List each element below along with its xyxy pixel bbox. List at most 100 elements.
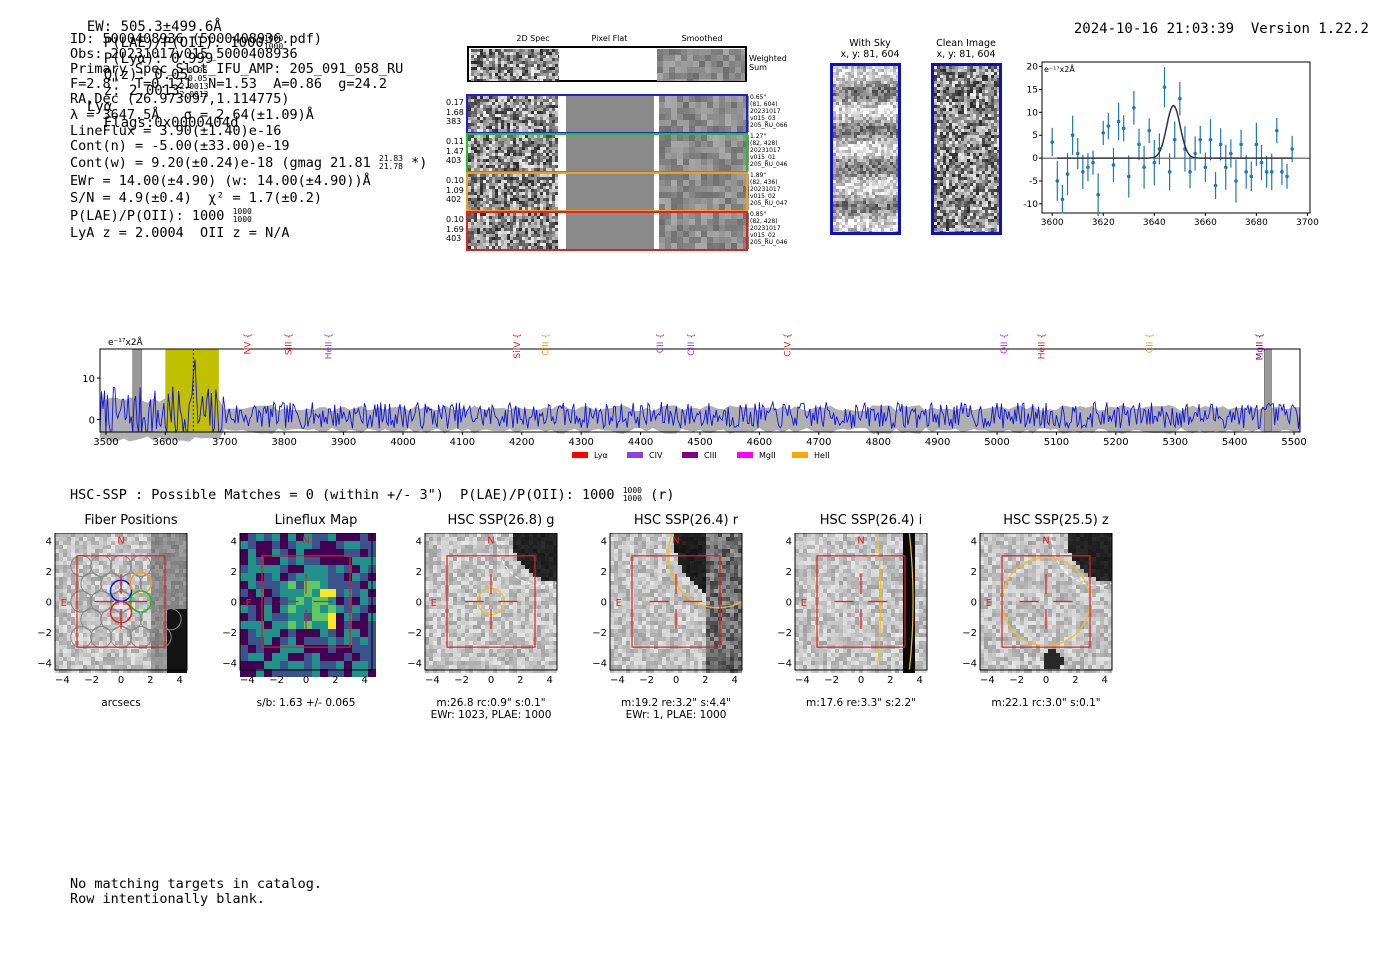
noise-pixel — [534, 183, 537, 186]
noise-pixel — [860, 135, 863, 138]
noise-pixel — [937, 210, 940, 213]
noise-pixel — [961, 132, 964, 135]
noise-pixel — [940, 219, 943, 222]
noise-pixel — [842, 66, 845, 69]
noise-pixel — [513, 219, 516, 222]
noise-pixel — [991, 177, 994, 180]
noise-pixel — [492, 216, 495, 219]
noise-pixel — [940, 189, 943, 192]
noise-pixel — [546, 228, 549, 231]
noise-pixel — [719, 135, 725, 141]
noise-pixel — [671, 165, 677, 171]
noise-pixel — [994, 108, 997, 111]
sky-pixels — [830, 63, 901, 235]
noise-pixel — [474, 108, 477, 111]
noise-pixel — [519, 234, 522, 237]
noise-pixel — [893, 144, 896, 147]
noise-pixel — [492, 150, 495, 153]
noise-pixel — [522, 222, 525, 225]
noise-pixel — [875, 123, 878, 126]
noise-pixel — [970, 165, 973, 168]
noise-pixel — [997, 183, 1000, 186]
noise-pixel — [940, 102, 943, 105]
noise-pixel — [836, 228, 839, 231]
noise-pixel — [979, 171, 982, 174]
noise-pixel — [833, 216, 836, 219]
noise-pixel — [695, 174, 701, 180]
noise-pixel — [489, 129, 492, 132]
noise-pixel — [836, 114, 839, 117]
noise-pixel — [495, 174, 498, 177]
noise-pixel — [486, 52, 489, 55]
noise-pixel — [498, 198, 501, 201]
noise-pixel — [952, 138, 955, 141]
noise-pixel — [735, 55, 741, 61]
noise-pixel — [681, 67, 687, 73]
noise-pixel — [522, 55, 525, 58]
noise-pixel — [854, 96, 857, 99]
noise-pixel — [893, 228, 896, 231]
noise-pixel — [833, 93, 836, 96]
noise-pixel — [474, 67, 477, 70]
noise-pixel — [973, 120, 976, 123]
noise-pixel — [671, 237, 677, 243]
noise-pixel — [967, 177, 970, 180]
noise-pixel — [537, 138, 540, 141]
noise-pixel — [549, 159, 552, 162]
noise-pixel — [531, 61, 534, 64]
noise-pixel — [665, 231, 671, 237]
noise-pixel — [955, 216, 958, 219]
noise-pixel — [555, 216, 558, 219]
noise-pixel — [991, 195, 994, 198]
noise-pixel — [537, 159, 540, 162]
noise-pixel — [857, 201, 860, 204]
noise-pixel — [857, 168, 860, 171]
noise-pixel — [531, 192, 534, 195]
noise-pixel — [528, 219, 531, 222]
noise-pixel — [477, 207, 480, 210]
noise-pixel — [985, 189, 988, 192]
noise-pixel — [866, 144, 869, 147]
noise-pixel — [513, 129, 516, 132]
noise-pixel — [555, 222, 558, 225]
noise-pixel — [958, 186, 961, 189]
noise-pixel — [833, 138, 836, 141]
noise-pixel — [985, 114, 988, 117]
noise-pixel — [854, 174, 857, 177]
noise-pixel — [857, 99, 860, 102]
noise-pixel — [860, 204, 863, 207]
noise-pixel — [994, 93, 997, 96]
noise-pixel — [486, 150, 489, 153]
noise-pixel — [531, 76, 534, 79]
noise-pixel — [946, 105, 949, 108]
noise-pixel — [522, 243, 525, 246]
noise-pixel — [985, 99, 988, 102]
noise-pixel — [675, 67, 681, 73]
noise-pixel — [937, 168, 940, 171]
noise-pixel — [863, 90, 866, 93]
noise-pixel — [489, 204, 492, 207]
noise-pixel — [540, 147, 543, 150]
noise-pixel — [863, 180, 866, 183]
noise-pixel — [477, 156, 480, 159]
noise-pixel — [857, 156, 860, 159]
noise-pixel — [994, 171, 997, 174]
noise-pixel — [863, 156, 866, 159]
noise-pixel — [961, 207, 964, 210]
noise-pixel — [860, 78, 863, 81]
noise-pixel — [677, 135, 683, 141]
noise-pixel — [890, 156, 893, 159]
noise-pixel — [869, 120, 872, 123]
noise-pixel — [510, 180, 513, 183]
noise-pixel — [549, 108, 552, 111]
noise-pixel — [982, 126, 985, 129]
noise-pixel — [890, 183, 893, 186]
noise-pixel — [507, 246, 510, 249]
noise-pixel — [471, 156, 474, 159]
noise-pixel — [854, 186, 857, 189]
noise-pixel — [504, 96, 507, 99]
noise-pixel — [543, 207, 546, 210]
noise-pixel — [973, 144, 976, 147]
noise-pixel — [528, 162, 531, 165]
noise-pixel — [970, 93, 973, 96]
